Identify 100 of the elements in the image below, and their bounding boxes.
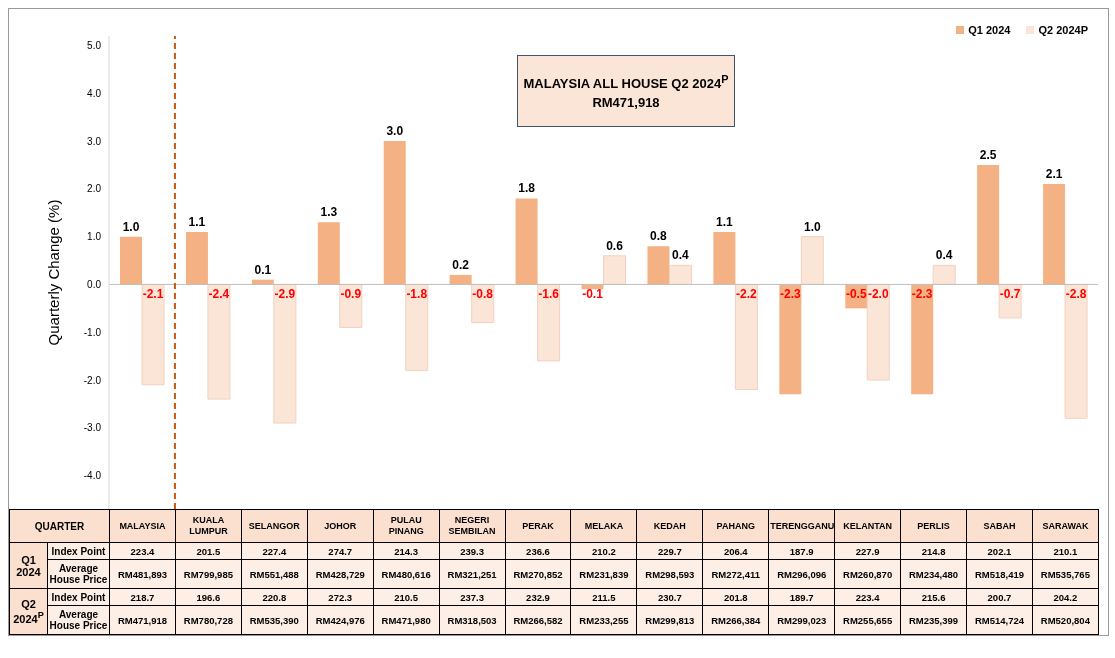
- bar: [734, 283, 758, 391]
- text: RM272,411: [702, 559, 769, 589]
- text: RM298,593: [636, 559, 703, 589]
- summary-box: MALAYSIA ALL HOUSE Q2 2024$^{P}$ RM471,918: [517, 55, 735, 128]
- bar: [713, 231, 736, 285]
- bar: [668, 264, 692, 285]
- text: RM255,655: [834, 605, 901, 635]
- text: RM535,390: [241, 605, 308, 635]
- bar: [779, 284, 802, 395]
- x-tick-label: JOHOR: [307, 509, 374, 543]
- text: RM270,852: [505, 559, 571, 589]
- data-label: 1.1: [716, 214, 734, 229]
- text: RM481,893: [109, 559, 176, 589]
- data-label: 1.0: [122, 219, 140, 234]
- bar: [977, 165, 1000, 285]
- text: 218.7: [109, 588, 176, 606]
- x-tick-label: PERLIS: [900, 509, 967, 543]
- data-label: -2.1: [142, 287, 164, 302]
- text: RM428,729: [307, 559, 374, 589]
- text: RM318,503: [439, 605, 506, 635]
- data-label: -2.3: [779, 287, 801, 302]
- text: 200.7: [966, 588, 1033, 606]
- y-tick-label: 5.0: [87, 40, 102, 52]
- data-label: 1.8: [518, 181, 536, 196]
- text: 202.1: [966, 542, 1033, 560]
- text: 274.7: [307, 542, 374, 560]
- text: RM551,488: [241, 559, 308, 589]
- x-tick-label: SARAWAK: [1032, 509, 1099, 543]
- text: 214.8: [900, 542, 967, 560]
- data-label: 2.5: [979, 148, 997, 162]
- text: 227.9: [834, 542, 901, 560]
- text: RM780,728: [175, 605, 242, 635]
- bar: [866, 283, 890, 381]
- x-tick-label: SABAH: [966, 509, 1033, 543]
- text: 187.9: [768, 542, 835, 560]
- x-tick-label: PAHANG: [702, 509, 769, 543]
- text: 237.3: [439, 588, 506, 606]
- x-tick-label: KUALA LUMPUR: [175, 509, 242, 543]
- bar: [207, 283, 231, 400]
- text: RM471,980: [373, 605, 440, 635]
- text: 201.8: [702, 588, 769, 606]
- bar: [800, 236, 824, 285]
- bar: [449, 274, 472, 285]
- bar: [1064, 283, 1088, 419]
- text: RM799,985: [175, 559, 242, 589]
- text: Q1 2024: [16, 553, 41, 578]
- bar: [185, 231, 208, 285]
- text: RM514,724: [966, 605, 1033, 635]
- text: RM535,765: [1032, 559, 1099, 589]
- data-label: -2.2: [736, 287, 758, 302]
- y-tick-label: -3.0: [83, 422, 102, 434]
- bar: [603, 255, 627, 285]
- text: RM260,870: [834, 559, 901, 589]
- data-label: 0.4: [672, 248, 690, 263]
- text: 189.7: [768, 588, 835, 606]
- data-label: 1.3: [320, 205, 338, 220]
- y-tick-label: 0.0: [87, 278, 102, 290]
- x-tick-label: SELANGOR: [241, 509, 308, 543]
- data-label: -2.3: [911, 287, 933, 302]
- x-tick-label: KELANTAN: [834, 509, 901, 543]
- data-label: -2.9: [274, 287, 296, 302]
- y-tick-label: -4.0: [83, 470, 102, 482]
- text: RM299,023: [768, 605, 835, 635]
- y-tick-label: 3.0: [87, 135, 102, 147]
- text: RM299,813: [636, 605, 703, 635]
- text: 210.5: [373, 588, 440, 606]
- bar: [273, 283, 297, 424]
- data-label: 1.1: [188, 214, 206, 229]
- legend-label: Q1 2024: [967, 24, 1011, 36]
- text: RM231,839: [570, 559, 637, 589]
- annotation: RM471,918: [591, 94, 661, 113]
- data-label: 0.8: [650, 229, 668, 244]
- bar: [405, 283, 429, 371]
- text: RM471,918: [109, 605, 176, 635]
- text: RM424,976: [307, 605, 374, 635]
- text: RM518,419: [966, 559, 1033, 589]
- text: 215.6: [900, 588, 967, 606]
- text: RM480,616: [373, 559, 440, 589]
- data-label: -2.4: [208, 287, 230, 302]
- bar: [932, 264, 956, 285]
- data-label: -0.5: [845, 287, 867, 302]
- y-tick-label: 1.0: [87, 231, 102, 243]
- x-tick-label: KEDAH: [636, 509, 703, 543]
- text: RM235,399: [900, 605, 967, 635]
- text: 196.6: [175, 588, 242, 606]
- bar: [647, 246, 670, 285]
- text: RM520,804: [1032, 605, 1099, 635]
- text: 206.4: [702, 542, 769, 560]
- text: Index Point: [51, 591, 106, 603]
- data-label: -0.1: [582, 287, 604, 302]
- data-label: 0.6: [606, 238, 624, 253]
- text: QUARTER: [9, 509, 110, 543]
- data-label: -1.8: [406, 287, 428, 302]
- data-label: 1.0: [803, 219, 821, 234]
- data-label: -2.8: [1065, 287, 1087, 302]
- text: 223.4: [109, 542, 176, 560]
- text: 220.8: [241, 588, 308, 606]
- text: RM266,582: [505, 605, 571, 635]
- data-label: -0.9: [340, 287, 362, 302]
- text: 210.2: [570, 542, 637, 560]
